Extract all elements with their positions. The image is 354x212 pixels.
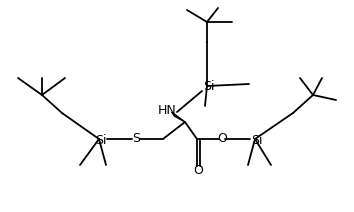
Text: Si: Si — [95, 134, 107, 146]
Text: S: S — [132, 132, 140, 145]
Text: O: O — [217, 132, 227, 145]
Polygon shape — [172, 112, 185, 122]
Text: O: O — [193, 165, 203, 177]
Text: Si: Si — [203, 81, 215, 93]
Text: HN: HN — [158, 103, 176, 117]
Text: Si: Si — [251, 134, 263, 146]
